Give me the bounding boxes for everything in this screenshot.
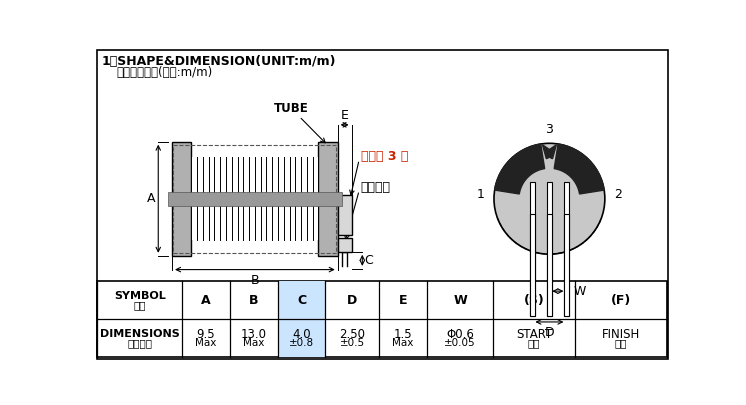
Bar [547, 214, 552, 316]
Text: TUBE: TUBE [274, 102, 309, 115]
Text: ±0.05: ±0.05 [445, 338, 476, 348]
Text: A: A [201, 294, 211, 307]
Text: B: B [251, 274, 259, 287]
Text: 13.0: 13.0 [241, 328, 267, 341]
Bar [98, 281, 667, 357]
Text: 点胶固定: 点胶固定 [361, 181, 391, 194]
Text: Max: Max [392, 338, 414, 348]
Text: 2: 2 [614, 188, 622, 201]
Polygon shape [495, 144, 545, 194]
Text: Max: Max [195, 338, 216, 348]
Bar [173, 145, 336, 253]
Text: Max: Max [243, 338, 264, 348]
Text: 起线: 起线 [527, 338, 540, 348]
Text: ±0.8: ±0.8 [289, 338, 314, 348]
Bar [564, 182, 569, 316]
Bar [547, 182, 552, 316]
Text: 收线: 收线 [615, 338, 627, 348]
Text: 1、SHAPE&DIMENSION(UNIT:m/m): 1、SHAPE&DIMENSION(UNIT:m/m) [101, 55, 336, 68]
Bar [530, 214, 535, 316]
Text: ±0.5: ±0.5 [339, 338, 365, 348]
Text: 标注: 标注 [134, 300, 146, 310]
Text: 4.0: 4.0 [292, 328, 311, 341]
Polygon shape [542, 145, 557, 159]
Text: B: B [249, 294, 258, 307]
Text: FINISH: FINISH [602, 328, 640, 341]
Text: C: C [297, 294, 306, 307]
Bar [169, 192, 342, 206]
Text: 尺寸参数: 尺寸参数 [128, 338, 152, 348]
Text: A: A [147, 192, 155, 205]
Text: DIMENSIONS: DIMENSIONS [100, 329, 180, 339]
Text: START: START [516, 328, 552, 341]
Text: 白边对 3 脚: 白边对 3 脚 [361, 150, 408, 163]
Text: (F): (F) [611, 294, 631, 307]
Text: Φ0.6: Φ0.6 [446, 328, 474, 341]
Text: 2.50: 2.50 [339, 328, 366, 341]
Bar [172, 142, 192, 256]
Bar [530, 182, 535, 316]
Bar [338, 195, 351, 235]
Bar [278, 281, 325, 357]
Text: C: C [365, 254, 373, 267]
Circle shape [494, 143, 605, 254]
Text: D: D [545, 326, 554, 339]
Text: (S): (S) [524, 294, 545, 307]
Text: 3: 3 [545, 123, 554, 136]
Bar [338, 238, 351, 252]
Text: SYMBOL: SYMBOL [114, 291, 166, 301]
Text: 9.5: 9.5 [197, 328, 216, 341]
Bar [319, 142, 338, 256]
Text: W: W [574, 285, 586, 298]
Text: W: W [454, 294, 467, 307]
Text: 1: 1 [477, 188, 485, 201]
Text: E: E [341, 109, 348, 122]
Bar [564, 214, 569, 316]
Text: D: D [347, 294, 357, 307]
Text: 1.5: 1.5 [394, 328, 413, 341]
Bar [192, 157, 319, 240]
Text: 外观图形尺寸(单位:m/m): 外观图形尺寸(单位:m/m) [116, 66, 213, 79]
Polygon shape [554, 144, 604, 194]
Text: E: E [399, 294, 407, 307]
